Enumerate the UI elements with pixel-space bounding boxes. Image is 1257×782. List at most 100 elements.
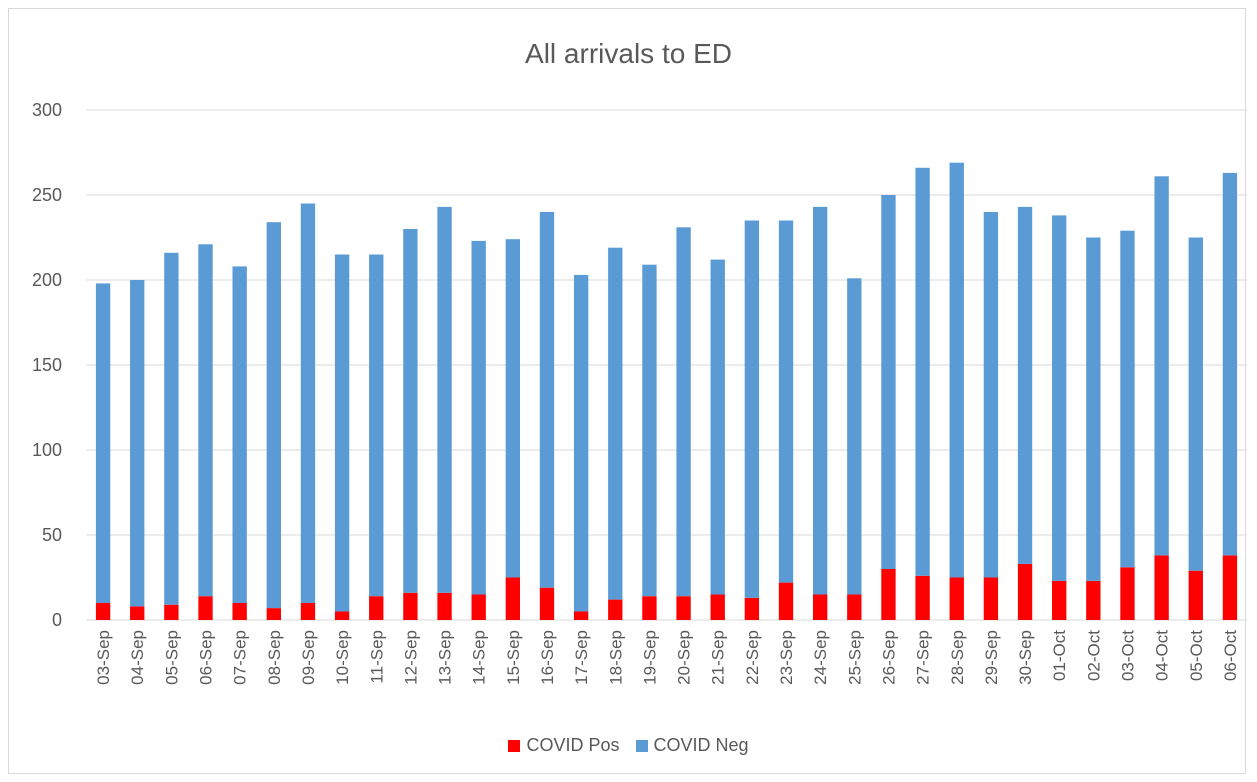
bar-covid-neg <box>472 241 486 595</box>
x-tick-label: 09-Sep <box>299 630 318 685</box>
bar-covid-pos <box>1052 581 1066 620</box>
bar-covid-neg <box>813 207 827 595</box>
bar-covid-pos <box>1154 555 1168 620</box>
bar-covid-pos <box>676 596 690 620</box>
bar-covid-neg <box>574 275 588 612</box>
bar-covid-pos <box>301 603 315 620</box>
bar-covid-neg <box>198 244 212 596</box>
bar-covid-neg <box>642 265 656 597</box>
x-tick-label: 26-Sep <box>879 630 898 685</box>
y-tick-label: 250 <box>32 185 62 205</box>
legend-item-covid-neg: COVID Neg <box>636 735 749 756</box>
y-tick-label: 50 <box>42 525 62 545</box>
x-tick-label: 03-Sep <box>94 630 113 685</box>
x-tick-label: 20-Sep <box>675 630 694 685</box>
x-tick-label: 14-Sep <box>470 630 489 685</box>
bar-covid-neg <box>403 229 417 593</box>
bar-covid-neg <box>608 248 622 600</box>
bar-covid-pos <box>745 598 759 620</box>
x-tick-label: 04-Sep <box>128 630 147 685</box>
bar-covid-neg <box>1018 207 1032 564</box>
y-tick-label: 150 <box>32 355 62 375</box>
bar-covid-neg <box>779 221 793 583</box>
bar-covid-pos <box>164 605 178 620</box>
bar-covid-pos <box>608 600 622 620</box>
bar-covid-pos <box>130 606 144 620</box>
x-tick-label: 16-Sep <box>538 630 557 685</box>
bar-covid-pos <box>198 596 212 620</box>
x-tick-label: 28-Sep <box>948 630 967 685</box>
bar-covid-neg <box>676 227 690 596</box>
x-tick-label: 15-Sep <box>504 630 523 685</box>
bar-covid-neg <box>335 255 349 612</box>
bar-covid-pos <box>915 576 929 620</box>
bar-covid-pos <box>574 612 588 621</box>
bar-covid-pos <box>232 603 246 620</box>
y-tick-label: 100 <box>32 440 62 460</box>
bar-covid-neg <box>1120 231 1134 568</box>
x-tick-label: 19-Sep <box>640 630 659 685</box>
bar-covid-neg <box>96 283 110 603</box>
x-tick-label: 13-Sep <box>436 630 455 685</box>
x-tick-label: 10-Sep <box>333 630 352 685</box>
x-tick-label: 05-Sep <box>162 630 181 685</box>
bar-covid-neg <box>437 207 451 593</box>
bar-covid-neg <box>301 204 315 604</box>
bar-covid-neg <box>1223 173 1237 556</box>
legend-swatch-covid-neg <box>636 740 648 752</box>
x-tick-label: 27-Sep <box>914 630 933 685</box>
x-tick-label: 23-Sep <box>777 630 796 685</box>
bar-covid-pos <box>642 596 656 620</box>
legend-item-covid-pos: COVID Pos <box>508 735 619 756</box>
x-tick-label: 06-Sep <box>197 630 216 685</box>
bar-covid-pos <box>506 578 520 621</box>
bar-covid-neg <box>711 260 725 595</box>
bar-covid-pos <box>779 583 793 620</box>
bar-covid-pos <box>403 593 417 620</box>
bar-covid-neg <box>1052 215 1066 581</box>
legend: COVID Pos COVID Neg <box>0 735 1257 756</box>
bar-covid-pos <box>267 608 281 620</box>
bar-covid-neg <box>1086 238 1100 581</box>
x-tick-label: 29-Sep <box>982 630 1001 685</box>
x-tick-label: 02-Oct <box>1084 630 1103 681</box>
x-tick-label: 01-Oct <box>1050 630 1069 681</box>
bar-covid-neg <box>847 278 861 594</box>
bar-covid-pos <box>881 569 895 620</box>
bar-covid-neg <box>232 266 246 603</box>
bar-covid-pos <box>369 596 383 620</box>
x-tick-label: 24-Sep <box>811 630 830 685</box>
x-tick-label: 18-Sep <box>606 630 625 685</box>
bar-covid-neg <box>369 255 383 597</box>
y-tick-label: 0 <box>52 610 62 630</box>
bar-covid-pos <box>847 595 861 621</box>
bar-covid-pos <box>1189 571 1203 620</box>
bar-covid-neg <box>164 253 178 605</box>
bar-covid-pos <box>950 578 964 621</box>
legend-label-covid-neg: COVID Neg <box>654 735 749 756</box>
bar-covid-pos <box>540 588 554 620</box>
bar-covid-neg <box>540 212 554 588</box>
bar-covid-pos <box>984 578 998 621</box>
bar-covid-pos <box>472 595 486 621</box>
x-tick-label: 06-Oct <box>1221 630 1240 681</box>
bar-covid-pos <box>335 612 349 621</box>
bar-covid-pos <box>711 595 725 621</box>
bar-covid-neg <box>506 239 520 577</box>
bar-covid-pos <box>1018 564 1032 620</box>
bar-covid-neg <box>950 163 964 578</box>
x-tick-label: 22-Sep <box>743 630 762 685</box>
x-tick-label: 04-Oct <box>1153 630 1172 681</box>
bar-covid-pos <box>1086 581 1100 620</box>
bar-covid-pos <box>1120 567 1134 620</box>
bar-covid-neg <box>267 222 281 608</box>
bar-covid-neg <box>1189 238 1203 571</box>
x-tick-label: 11-Sep <box>367 630 386 684</box>
x-tick-label: 07-Sep <box>231 630 250 685</box>
x-tick-label: 12-Sep <box>401 630 420 685</box>
x-tick-label: 30-Sep <box>1016 630 1035 685</box>
bar-covid-neg <box>130 280 144 606</box>
bar-covid-neg <box>915 168 929 576</box>
y-tick-label: 200 <box>32 270 62 290</box>
